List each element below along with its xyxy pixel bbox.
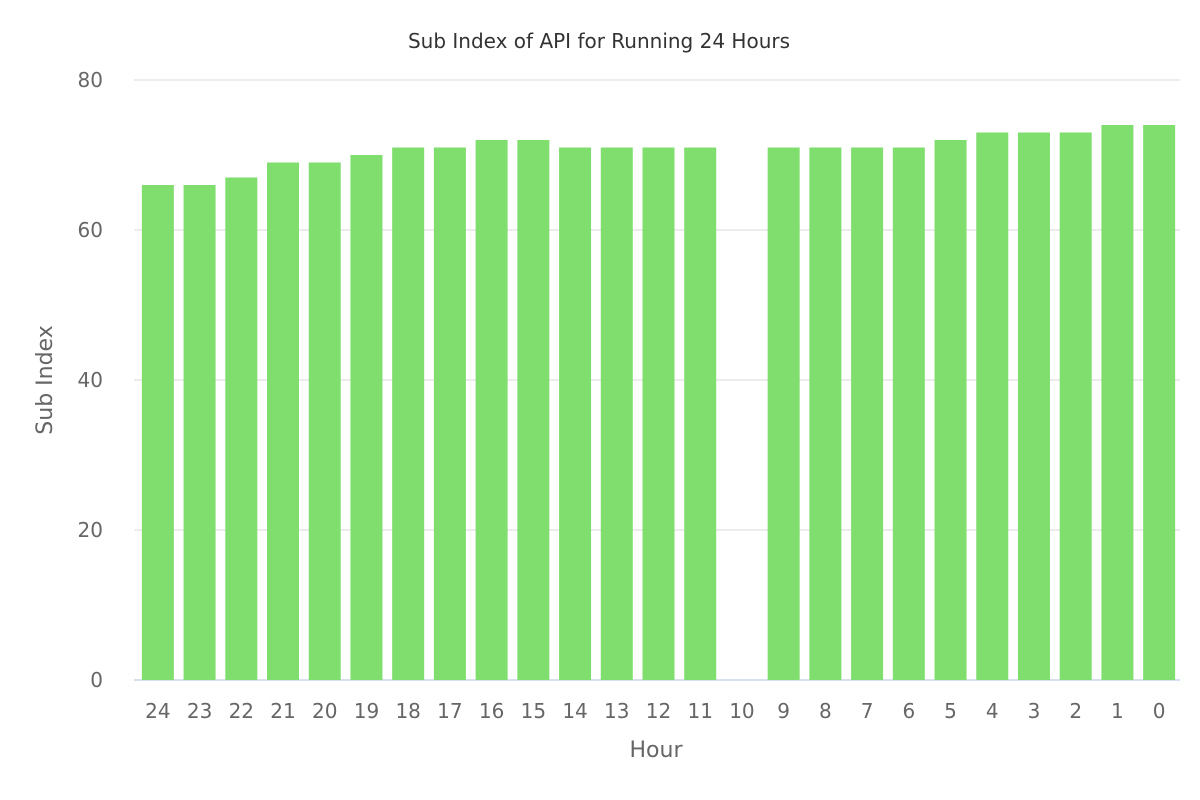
bar[interactable] [684,147,717,681]
y-tick-label: 80 [78,68,103,92]
bar[interactable] [1017,132,1050,681]
x-tick-label: 10 [729,699,754,723]
y-tick-label: 40 [78,368,103,392]
bar[interactable] [1101,125,1134,680]
bar[interactable] [433,147,466,681]
x-tick-label: 6 [902,699,915,723]
bar[interactable] [1059,132,1092,681]
bar[interactable] [517,140,550,680]
bar[interactable] [225,177,258,681]
x-tick-labels: 24 23 22 21 20 19 18 17 16 15 14 13 12 11 10 9 8 7 6 5 4 3 2 1 0 [145,699,1165,723]
x-tick-label: 1 [1111,699,1124,723]
bar[interactable] [392,147,425,681]
bar[interactable] [809,147,842,681]
x-tick-label: 3 [1028,699,1041,723]
x-tick-label: 15 [521,699,546,723]
bar[interactable] [475,140,508,680]
y-axis-title: Sub Index [33,325,58,434]
bar[interactable] [851,147,884,681]
y-tick-label: 20 [78,518,103,542]
bar[interactable] [308,162,341,681]
bar[interactable] [892,147,925,681]
bar[interactable] [559,147,592,681]
bar[interactable] [976,132,1009,681]
bar[interactable] [267,162,300,681]
bar[interactable] [141,185,174,680]
bar[interactable] [183,185,216,680]
x-tick-label: 5 [944,699,957,723]
x-tick-label: 13 [604,699,629,723]
y-tick-labels: 0 20 40 60 80 [78,68,103,692]
bar[interactable] [934,140,967,680]
bar[interactable] [642,147,675,681]
x-tick-label: 17 [437,699,462,723]
x-tick-label: 4 [986,699,999,723]
x-tick-label: 19 [354,699,379,723]
x-tick-label: 24 [145,699,170,723]
x-tick-label: 21 [270,699,295,723]
x-tick-label: 20 [312,699,337,723]
bar[interactable] [1143,125,1176,680]
bar[interactable] [767,147,800,681]
x-tick-label: 14 [562,699,587,723]
x-tick-label: 9 [777,699,790,723]
chart-title: Sub Index of API for Running 24 Hours [408,29,790,53]
x-tick-label: 0 [1153,699,1166,723]
x-tick-label: 12 [646,699,671,723]
x-tick-label: 18 [395,699,420,723]
x-tick-label: 23 [187,699,212,723]
bars [141,125,1176,681]
x-tick-label: 22 [229,699,254,723]
x-axis-title: Hour [630,738,684,763]
bar[interactable] [600,147,633,681]
x-tick-label: 16 [479,699,504,723]
x-tick-label: 7 [861,699,874,723]
x-tick-label: 2 [1069,699,1082,723]
x-tick-label: 8 [819,699,832,723]
y-tick-label: 60 [78,218,103,242]
x-tick-label: 11 [687,699,712,723]
y-tick-label: 0 [90,668,103,692]
bar[interactable] [350,155,383,680]
